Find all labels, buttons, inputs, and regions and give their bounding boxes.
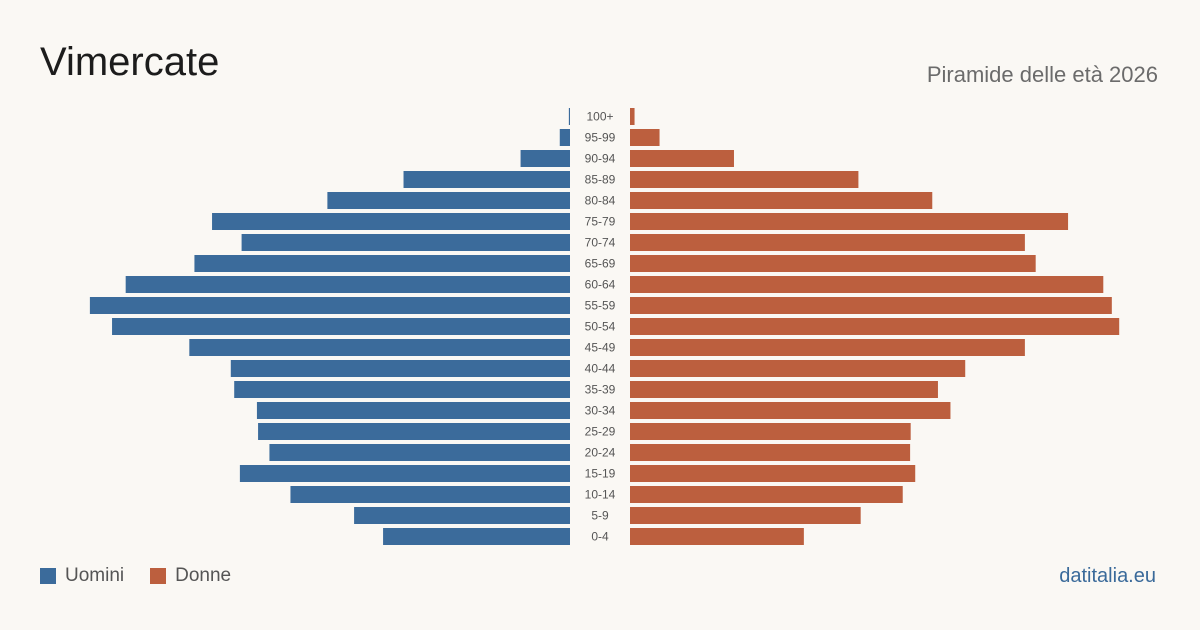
age-label-55-59: 55-59 <box>585 299 616 313</box>
bar-men-100+ <box>568 108 570 125</box>
bar-men-30-34 <box>256 402 570 419</box>
chart-subtitle: Piramide delle età 2026 <box>926 62 1158 87</box>
bar-women-20-24 <box>630 444 911 461</box>
bar-men-0-4 <box>383 528 570 545</box>
age-label-80-84: 80-84 <box>585 194 616 208</box>
age-label-50-54: 50-54 <box>585 320 616 334</box>
bar-men-85-89 <box>403 171 570 188</box>
age-label-25-29: 25-29 <box>585 425 616 439</box>
bar-women-45-49 <box>630 339 1025 356</box>
age-label-95-99: 95-99 <box>585 131 616 145</box>
bar-men-90-94 <box>520 150 570 167</box>
age-label-5-9: 5-9 <box>591 509 609 523</box>
bar-women-35-39 <box>630 381 938 398</box>
legend-item-men: Uomini <box>40 565 124 587</box>
bar-men-5-9 <box>354 507 570 524</box>
bar-men-35-39 <box>234 381 571 398</box>
bar-women-25-29 <box>630 423 911 440</box>
age-label-0-4: 0-4 <box>591 530 609 544</box>
legend-swatch-men <box>40 568 56 584</box>
bar-men-95-99 <box>559 129 570 146</box>
bar-women-80-84 <box>630 192 933 209</box>
brand-link[interactable]: datitalia.eu <box>1059 565 1156 587</box>
bar-women-75-79 <box>630 213 1069 230</box>
age-label-45-49: 45-49 <box>585 341 616 355</box>
legend-item-women: Donne <box>150 565 231 587</box>
bar-men-55-59 <box>89 297 571 314</box>
age-label-65-69: 65-69 <box>585 257 616 271</box>
bar-men-25-29 <box>258 423 570 440</box>
bar-men-50-54 <box>112 318 570 335</box>
bar-women-70-74 <box>630 234 1025 251</box>
bar-men-70-74 <box>241 234 570 251</box>
bar-women-0-4 <box>630 528 804 545</box>
bar-men-65-69 <box>194 255 570 272</box>
age-label-20-24: 20-24 <box>585 446 616 460</box>
bar-women-50-54 <box>630 318 1120 335</box>
bar-women-55-59 <box>630 297 1112 314</box>
bar-women-10-14 <box>630 486 903 503</box>
age-label-100+: 100+ <box>586 110 613 124</box>
bar-men-60-64 <box>125 276 570 293</box>
legend-swatch-women <box>150 568 167 584</box>
bar-women-15-19 <box>630 465 916 482</box>
bar-men-80-84 <box>327 192 570 209</box>
age-label-90-94: 90-94 <box>585 152 616 166</box>
bar-women-30-34 <box>630 402 951 419</box>
bar-women-40-44 <box>630 360 966 377</box>
age-label-60-64: 60-64 <box>585 278 616 292</box>
legend-label-women: Donne <box>175 565 232 586</box>
bar-women-60-64 <box>630 276 1104 293</box>
age-label-85-89: 85-89 <box>585 173 616 187</box>
age-label-70-74: 70-74 <box>585 236 616 250</box>
bar-women-5-9 <box>630 507 861 524</box>
bar-women-85-89 <box>630 171 859 188</box>
age-label-35-39: 35-39 <box>585 383 616 397</box>
bar-men-40-44 <box>230 360 570 377</box>
age-label-30-34: 30-34 <box>585 404 616 418</box>
bar-men-20-24 <box>269 444 570 461</box>
bar-women-65-69 <box>630 255 1036 272</box>
bar-men-10-14 <box>290 486 570 503</box>
chart-title: Vimercate <box>40 40 220 84</box>
bar-men-45-49 <box>189 339 570 356</box>
age-label-10-14: 10-14 <box>585 488 616 502</box>
legend: Uomini Donne <box>40 565 257 587</box>
age-label-40-44: 40-44 <box>585 362 616 376</box>
bar-women-95-99 <box>630 129 660 146</box>
bar-men-15-19 <box>239 465 571 482</box>
bar-men-75-79 <box>212 213 570 230</box>
bar-women-100+ <box>630 108 635 125</box>
legend-label-men: Uomini <box>65 565 125 586</box>
bar-women-90-94 <box>630 150 734 167</box>
age-label-15-19: 15-19 <box>585 467 616 481</box>
age-label-75-79: 75-79 <box>585 215 616 229</box>
